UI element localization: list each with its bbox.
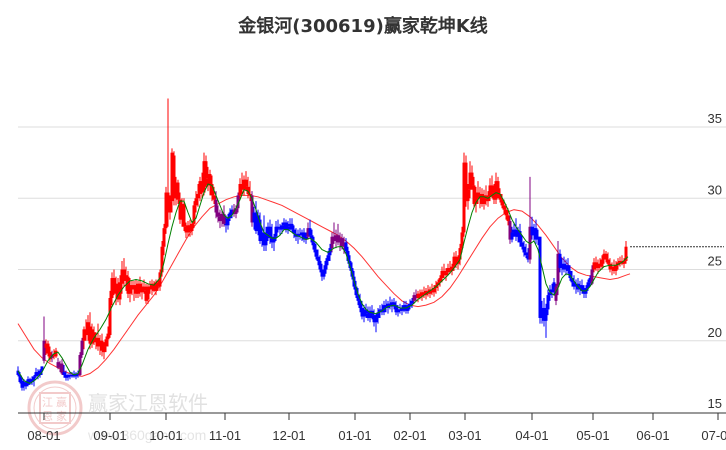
x-tick-label: 08-01 — [27, 428, 60, 443]
ma-long-line — [17, 194, 631, 377]
x-tick-label: 05-01 — [576, 428, 609, 443]
x-axis: 08-01 09-01 10-01 11-01 12-01 01-01 02-01 03-01… — [18, 412, 726, 443]
chart-title: 金银河(300619)赢家乾坤K线 — [238, 16, 488, 37]
x-tick-label: 02-01 — [393, 428, 426, 443]
svg-text:家: 家 — [56, 409, 67, 423]
x-tick-label: 01-01 — [338, 428, 371, 443]
x-tick-label: 07-01 — [701, 428, 726, 443]
svg-text:赢: 赢 — [56, 395, 67, 409]
svg-text:江: 江 — [42, 396, 53, 409]
y-tick-label: 35 — [708, 111, 722, 126]
x-tick-label: 06-01 — [636, 428, 669, 443]
x-tick-label: 09-01 — [93, 428, 126, 443]
svg-text:恩: 恩 — [42, 410, 53, 423]
watermark-url: www.360gann.com — [87, 427, 206, 443]
y-tick-label: 15 — [708, 396, 722, 411]
y-tick-label: 30 — [708, 182, 722, 197]
x-tick-label: 11-01 — [209, 428, 241, 443]
x-tick-label: 10-01 — [149, 428, 182, 443]
watermark-brand: 赢家江恩软件 — [88, 391, 208, 415]
x-tick-label: 12-01 — [272, 428, 305, 443]
x-tick-label: 03-01 — [448, 428, 481, 443]
y-tick-label: 25 — [708, 254, 722, 269]
y-tick-label: 20 — [708, 325, 722, 340]
x-tick-label: 04-01 — [515, 428, 548, 443]
y-axis-labels: 15 20 25 30 35 — [708, 111, 722, 411]
watermark: 江 赢 恩 家 赢家江恩软件 www.360gann.com — [27, 380, 208, 443]
watermark-seal-icon: 江 赢 恩 家 — [27, 380, 83, 436]
ma-short-line — [17, 183, 629, 385]
